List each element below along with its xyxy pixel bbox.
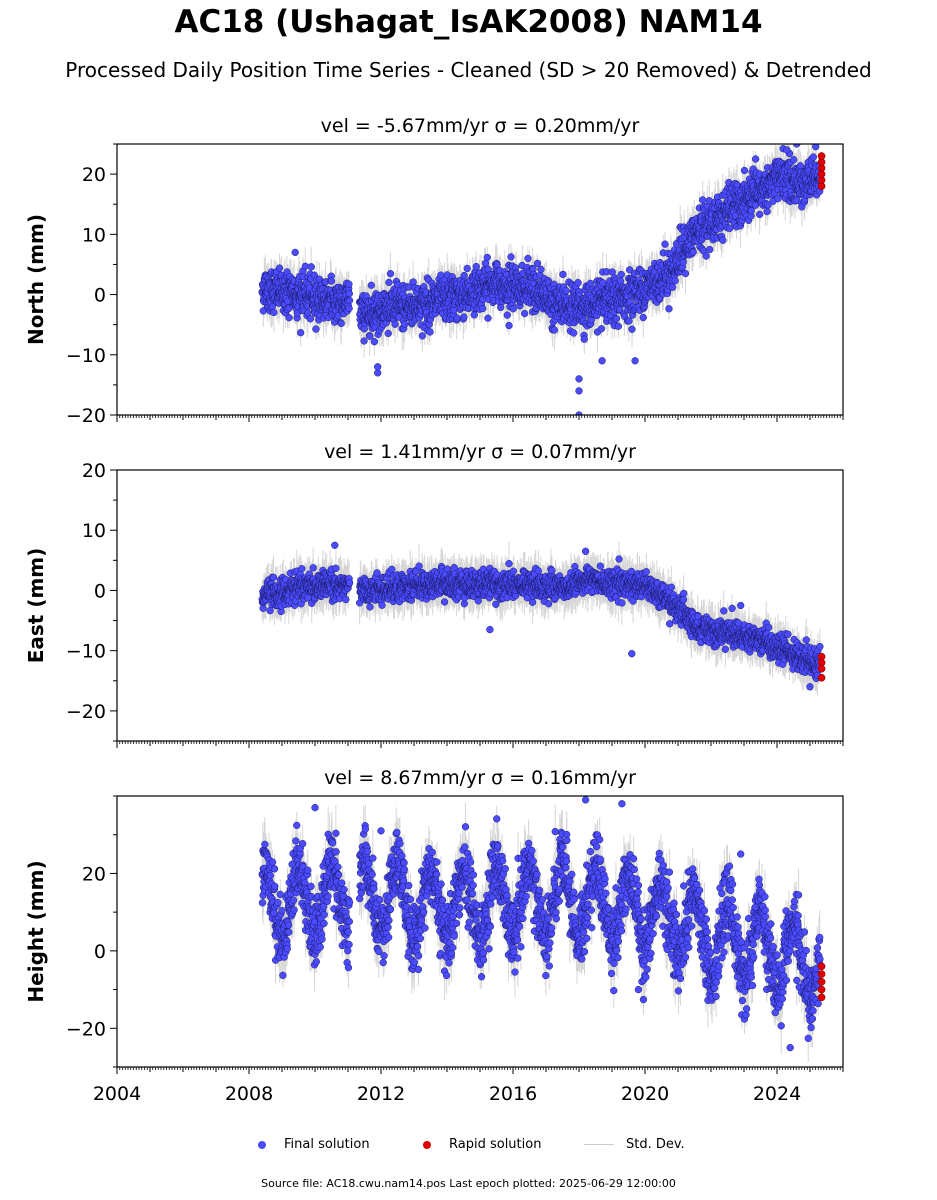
outlier-point [783, 146, 791, 154]
data-point [337, 319, 345, 328]
data-point [345, 280, 353, 288]
data-point [747, 207, 755, 215]
data-point [327, 277, 336, 285]
data-point [562, 287, 570, 295]
data-point [574, 279, 582, 287]
data-point [661, 240, 669, 248]
data-point [507, 253, 515, 261]
data-point [367, 281, 375, 289]
data-point [478, 304, 487, 313]
data-point [385, 278, 393, 287]
data-point [812, 144, 820, 151]
data-point [366, 332, 374, 340]
data-point [453, 314, 461, 322]
data-point [755, 210, 764, 219]
data-point [580, 335, 588, 343]
data-point [764, 201, 772, 209]
plot-area-north [258, 144, 826, 415]
outlier-point [631, 357, 639, 365]
data-point [612, 314, 621, 323]
data-point [570, 329, 578, 337]
data-point [345, 304, 353, 313]
data-point [497, 303, 505, 312]
data-point [625, 317, 633, 325]
data-point [370, 338, 379, 346]
data-point [763, 207, 771, 216]
data-point [706, 245, 714, 254]
chart-title: AC18 (Ushagat_IsAK2008) NAM14 [174, 4, 763, 40]
data-point [312, 325, 320, 333]
data-point [503, 311, 511, 319]
rapid-points [817, 152, 826, 191]
outlier-point [374, 363, 382, 371]
outlier-point [575, 387, 583, 395]
final-points [258, 144, 824, 415]
data-point [719, 236, 727, 244]
data-point [702, 252, 710, 260]
data-point [360, 337, 368, 345]
data-point [617, 270, 625, 279]
data-point [285, 314, 293, 322]
data-point [726, 224, 734, 232]
outlier-point [598, 357, 606, 365]
data-point [472, 262, 480, 271]
data-point [345, 290, 353, 298]
data-point [275, 264, 284, 272]
data-point [669, 283, 677, 291]
data-point [460, 313, 468, 321]
data-point [484, 314, 492, 322]
data-point [304, 309, 312, 317]
data-point [470, 311, 478, 319]
data-point [665, 305, 673, 313]
data-point [796, 162, 804, 170]
data-point [521, 309, 529, 318]
data-point [533, 259, 542, 268]
data-point [625, 266, 634, 274]
data-point [483, 253, 491, 262]
data-point [790, 156, 798, 164]
data-point [418, 332, 427, 340]
data-point [689, 248, 697, 256]
data-point [752, 155, 760, 163]
data-point [297, 329, 305, 337]
data-point [639, 313, 647, 322]
data-point [463, 264, 471, 273]
data-point [671, 277, 679, 285]
data-point [384, 329, 392, 338]
data-point [537, 265, 545, 274]
data-point [740, 166, 749, 175]
outlier-point [291, 248, 299, 257]
data-point [614, 322, 623, 330]
data-point [509, 305, 517, 313]
data-point [809, 153, 817, 161]
data-point [345, 296, 354, 305]
data-point [597, 325, 606, 333]
outlier-point [575, 375, 583, 383]
data-point [386, 270, 395, 278]
std-dev-bars [261, 144, 821, 358]
data-point [774, 194, 782, 203]
data-point [524, 254, 532, 263]
data-point [460, 271, 468, 280]
outlier-point [575, 411, 583, 415]
data-point [505, 321, 513, 330]
data-point [401, 320, 409, 328]
data-point [270, 308, 278, 317]
chart-subtitle: Processed Daily Position Time Series - C… [65, 58, 872, 82]
data-point [307, 263, 315, 271]
data-point [559, 270, 567, 279]
data-point [426, 328, 434, 336]
data-point [681, 269, 690, 278]
data-point [550, 326, 559, 334]
data-point [306, 315, 315, 323]
data-point [698, 196, 707, 204]
data-point [391, 320, 399, 328]
data-point [628, 325, 636, 333]
